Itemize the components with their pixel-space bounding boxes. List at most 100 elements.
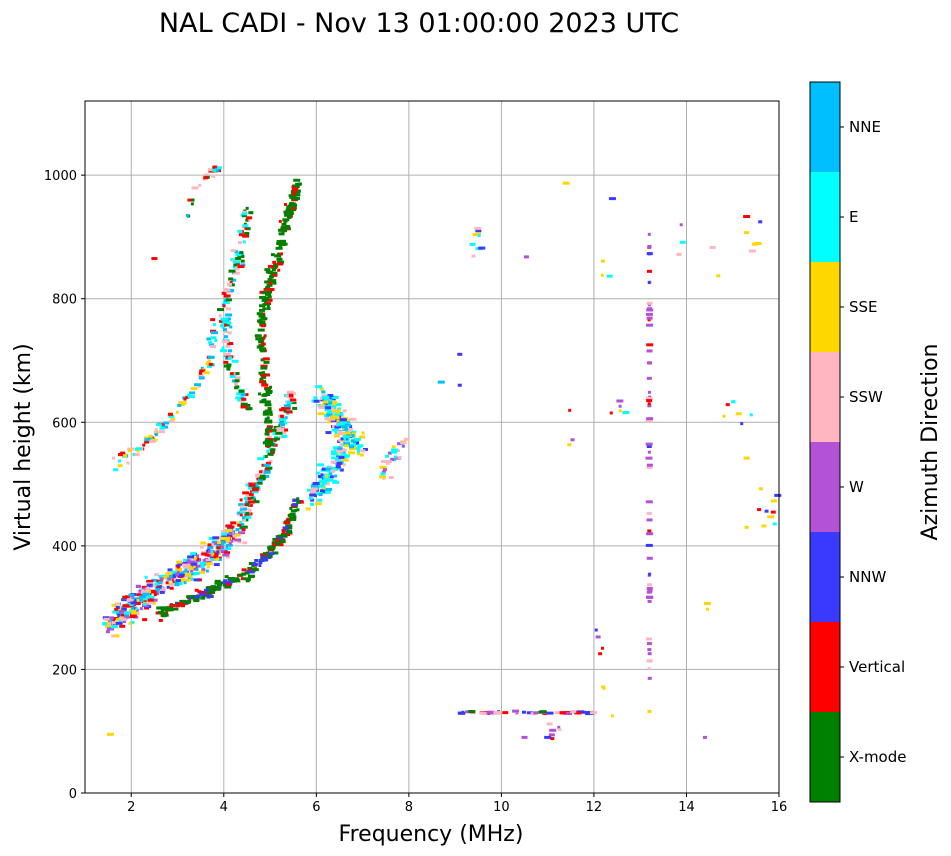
- data-point: [269, 385, 273, 389]
- data-point: [647, 404, 652, 408]
- data-point: [702, 735, 707, 739]
- data-point: [199, 561, 206, 565]
- data-point: [195, 568, 199, 572]
- data-point: [486, 711, 493, 715]
- data-point: [245, 515, 252, 519]
- data-point: [265, 555, 272, 559]
- data-point: [391, 445, 396, 449]
- data-point: [322, 395, 330, 399]
- data-point: [233, 265, 237, 269]
- data-point: [235, 372, 240, 376]
- data-point: [275, 538, 280, 542]
- data-point: [256, 481, 263, 485]
- data-point: [243, 577, 248, 581]
- data-point: [235, 385, 240, 389]
- data-point: [266, 444, 270, 448]
- data-point: [262, 412, 270, 416]
- data-point: [360, 449, 366, 453]
- data-point: [646, 556, 653, 560]
- colorbar-swatch: [810, 532, 840, 622]
- data-point: [198, 590, 206, 594]
- colorbar-swatch: [810, 172, 840, 262]
- data-point: [475, 229, 482, 233]
- data-point: [646, 417, 654, 421]
- data-point: [333, 419, 340, 423]
- data-point: [131, 614, 137, 618]
- data-point: [646, 518, 653, 522]
- data-point: [259, 470, 264, 474]
- data-point: [749, 413, 753, 417]
- data-point: [235, 256, 242, 260]
- data-point: [158, 589, 166, 593]
- data-point: [267, 390, 272, 394]
- data-point: [647, 667, 651, 671]
- data-point: [189, 567, 194, 571]
- data-point: [260, 324, 266, 328]
- data-point: [122, 595, 128, 599]
- data-point: [283, 229, 288, 233]
- data-point: [339, 412, 344, 416]
- data-point: [306, 488, 314, 492]
- data-point: [271, 273, 278, 277]
- data-point: [278, 244, 282, 248]
- data-point: [219, 536, 227, 540]
- data-point: [289, 506, 293, 510]
- data-point: [123, 620, 127, 624]
- data-point: [180, 571, 185, 575]
- data-point: [111, 634, 115, 638]
- colorbar-swatch: [810, 712, 840, 802]
- data-point: [245, 407, 253, 411]
- data-point: [390, 450, 397, 454]
- data-point: [318, 481, 325, 485]
- data-point: [214, 579, 221, 583]
- data-point: [288, 211, 294, 215]
- data-point: [267, 438, 273, 442]
- data-point: [554, 711, 562, 715]
- data-point: [160, 612, 168, 616]
- data-point: [113, 468, 119, 472]
- data-point: [264, 409, 272, 413]
- data-point: [223, 579, 228, 583]
- data-point: [235, 267, 240, 271]
- data-point: [349, 417, 357, 421]
- data-point: [232, 271, 240, 275]
- data-point: [646, 349, 653, 353]
- data-point: [159, 606, 167, 610]
- data-point: [310, 490, 317, 494]
- data-point: [356, 441, 360, 445]
- data-point: [285, 226, 291, 230]
- data-point: [237, 398, 241, 402]
- data-point: [242, 491, 250, 495]
- data-point: [209, 544, 215, 548]
- data-point: [521, 735, 528, 739]
- data-point: [168, 419, 174, 423]
- data-point: [248, 568, 255, 572]
- data-point: [647, 676, 652, 680]
- data-point: [223, 533, 231, 537]
- data-point: [170, 418, 176, 422]
- data-point: [281, 229, 285, 233]
- data-point: [147, 598, 154, 602]
- data-point: [240, 402, 248, 406]
- data-point: [481, 712, 488, 716]
- data-point: [468, 710, 476, 714]
- data-point: [646, 532, 654, 536]
- data-point: [178, 602, 184, 606]
- data-point: [270, 448, 276, 452]
- data-point: [223, 294, 231, 298]
- data-point: [245, 206, 249, 210]
- data-point: [324, 398, 329, 402]
- data-point: [240, 507, 248, 511]
- data-point: [340, 443, 348, 447]
- data-point: [238, 573, 244, 577]
- colorbar-label: SSE: [849, 298, 878, 316]
- data-point: [725, 403, 730, 407]
- data-point: [120, 617, 128, 621]
- data-point: [601, 685, 606, 689]
- data-point: [141, 589, 145, 593]
- data-point: [647, 648, 652, 652]
- data-point: [252, 486, 259, 490]
- data-point: [207, 594, 214, 598]
- data-point: [234, 376, 241, 380]
- data-point: [267, 295, 272, 299]
